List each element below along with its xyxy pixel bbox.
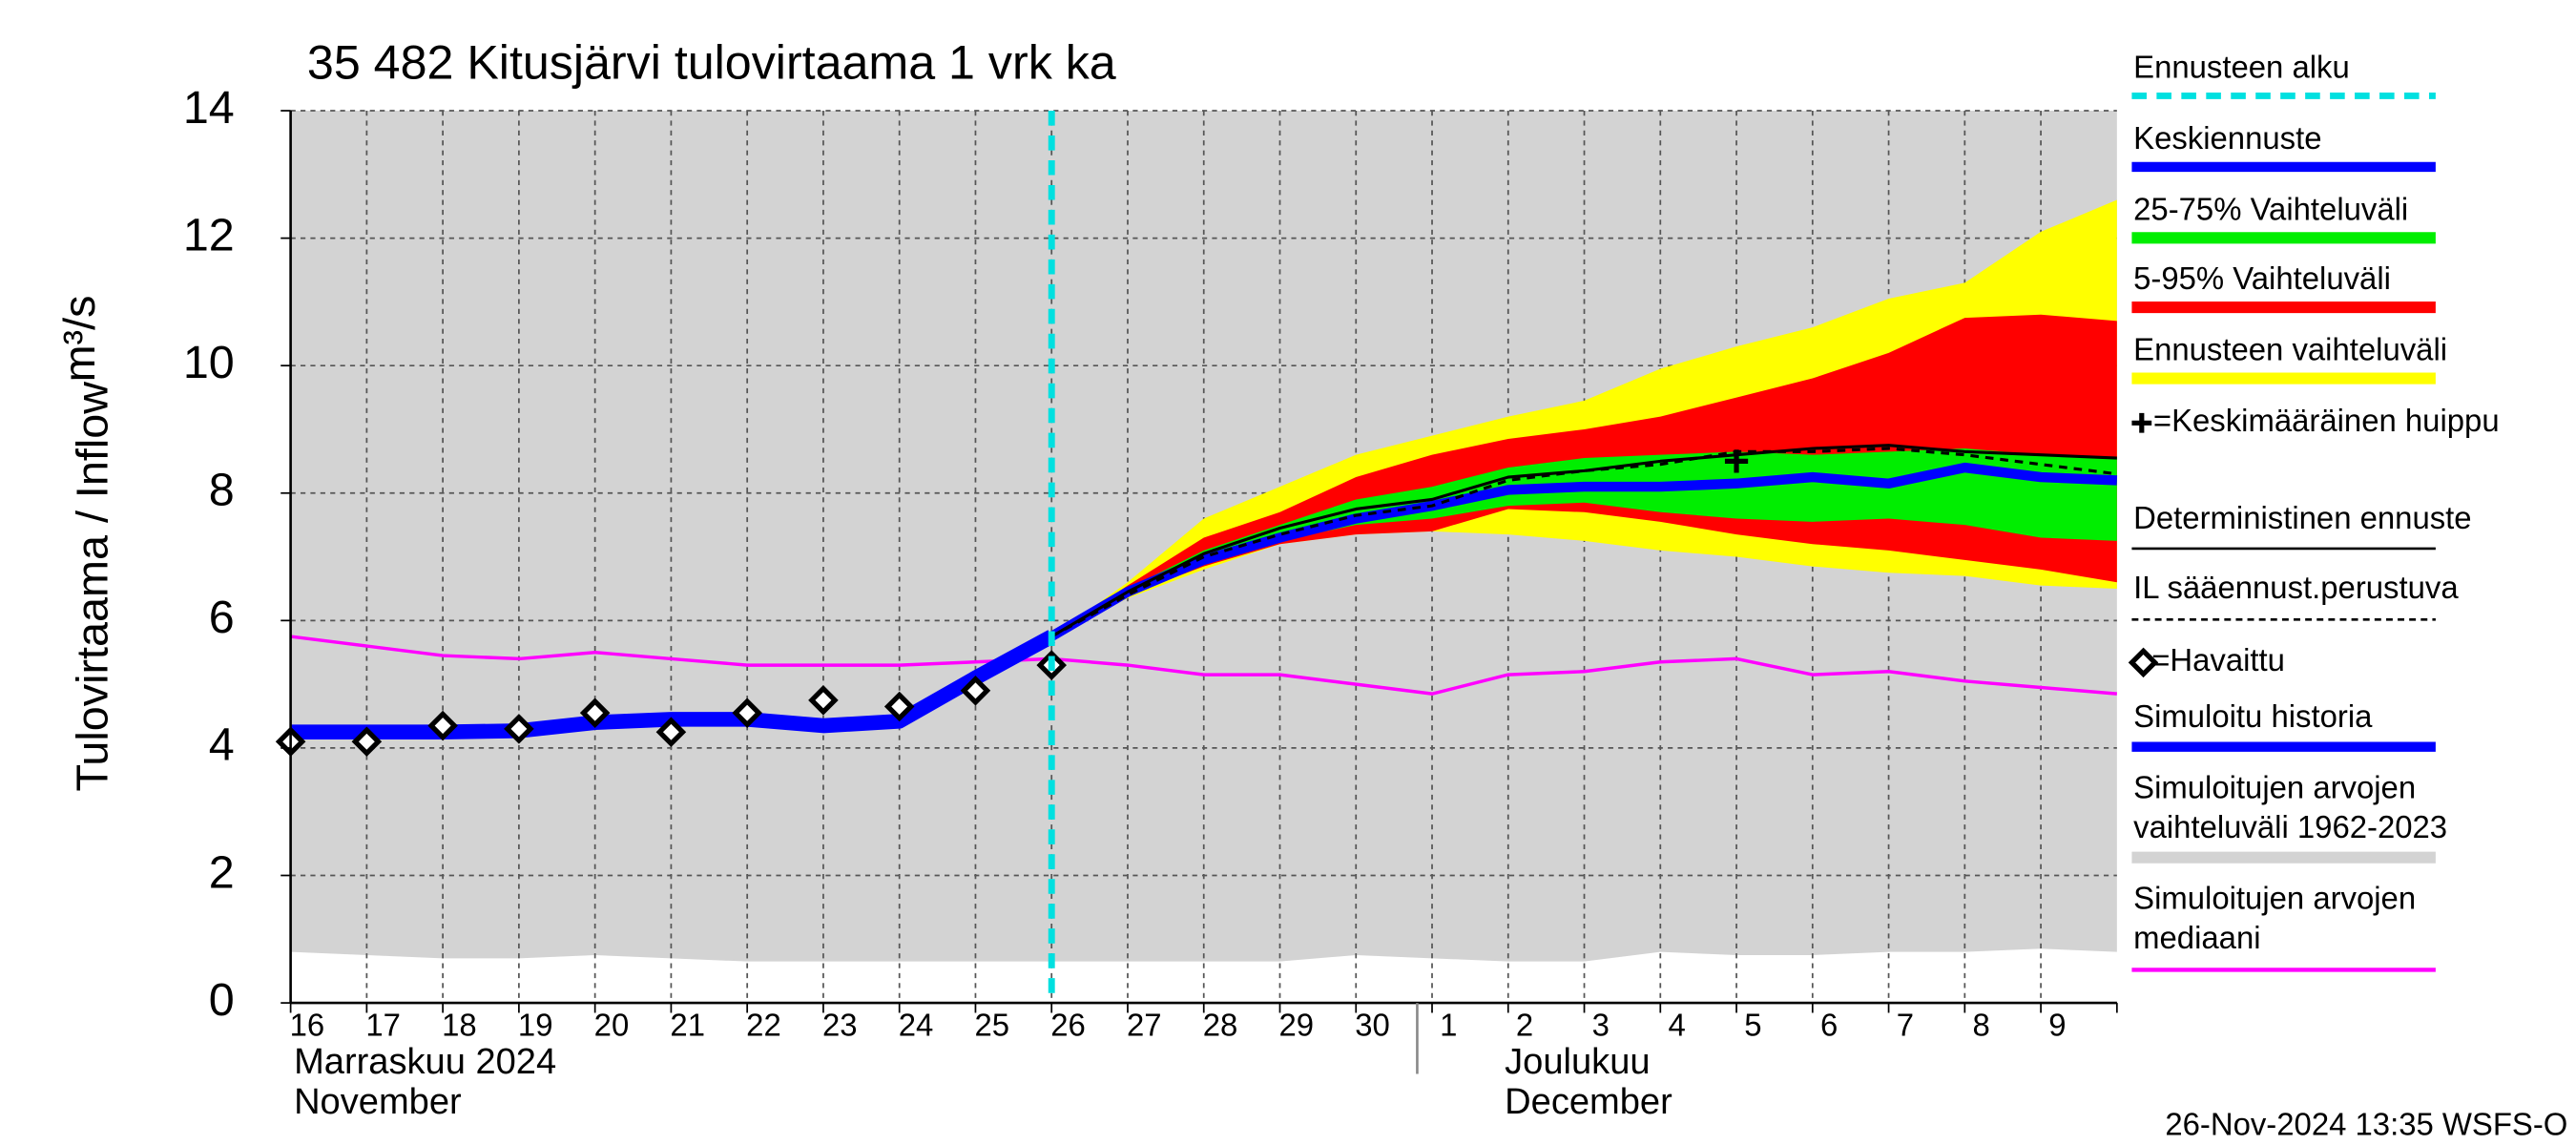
x-tick-label: 26 [1050, 1008, 1086, 1043]
x-tick-label: 29 [1279, 1008, 1315, 1043]
x-tick-label: 18 [442, 1008, 477, 1043]
y-tick-label: 4 [209, 719, 235, 771]
legend-label: Simuloitujen arvojen [2133, 880, 2416, 915]
legend-label: 25-75% Vaihteluväli [2133, 191, 2408, 226]
legend-label: =Havaittu [2151, 642, 2285, 677]
x-tick-label: 23 [822, 1008, 858, 1043]
chart-title: 35 482 Kitusjärvi tulovirtaama 1 vrk ka [307, 36, 1116, 90]
x-tick-label: 27 [1127, 1008, 1162, 1043]
y-tick-label: 2 [209, 846, 235, 898]
series-line [1049, 462, 2118, 641]
legend-icon [2128, 647, 2159, 678]
x-tick-label: 2 [1516, 1008, 1533, 1043]
month-label-en: December [1505, 1082, 1672, 1122]
y-axis-unit: m³/s [54, 296, 104, 383]
month-label: Marraskuu 2024 [294, 1042, 556, 1082]
legend-icon [2131, 412, 2152, 433]
month-label: Joulukuu [1505, 1042, 1650, 1082]
observed-marker [427, 710, 458, 741]
footer: 26-Nov-2024 13:35 WSFS-O [2165, 1107, 2567, 1142]
x-tick-label: 28 [1203, 1008, 1238, 1043]
y-tick-label: 6 [209, 592, 235, 643]
x-tick-label: 8 [1972, 1008, 1989, 1043]
observed-marker [883, 691, 915, 722]
x-tick-label: 19 [518, 1008, 553, 1043]
range-band [1051, 448, 2117, 637]
observed-marker [504, 714, 534, 744]
x-tick-label: 16 [290, 1008, 325, 1043]
y-tick-label: 10 [183, 337, 235, 388]
x-tick-label: 22 [746, 1008, 781, 1043]
series-line [290, 635, 2117, 696]
legend-label: Ennusteen alku [2133, 49, 2350, 84]
x-tick-label: 17 [365, 1008, 401, 1043]
legend-label: vaihteluväli 1962-2023 [2133, 809, 2447, 844]
x-tick-label: 30 [1355, 1008, 1390, 1043]
y-axis-label: Tulovirtaama / Inflow [68, 382, 117, 792]
legend-label: IL sääennust.perustuva [2133, 570, 2459, 605]
observed-marker [960, 676, 991, 706]
y-tick-label: 0 [209, 974, 235, 1026]
legend-label: Simuloitu historia [2133, 698, 2373, 734]
observed-marker [655, 717, 687, 748]
y-tick-label: 8 [209, 465, 235, 516]
x-tick-label: 9 [2048, 1008, 2066, 1043]
observed-marker [808, 685, 839, 716]
legend-label: Simuloitujen arvojen [2133, 769, 2416, 804]
series-line [1050, 444, 2117, 638]
x-tick-label: 1 [1440, 1008, 1457, 1043]
x-tick-label: 3 [1592, 1008, 1610, 1043]
peak-marker [1724, 449, 1749, 473]
legend-label: Keskiennuste [2133, 120, 2321, 156]
x-tick-label: 20 [594, 1008, 630, 1043]
x-tick-label: 21 [670, 1008, 705, 1043]
month-label-en: November [294, 1082, 462, 1122]
x-tick-label: 4 [1668, 1008, 1685, 1043]
observed-marker [579, 697, 611, 728]
x-tick-label: 6 [1820, 1008, 1838, 1043]
series-line [1050, 447, 2118, 638]
legend-label: Deterministinen ennuste [2133, 500, 2471, 535]
legend-label: mediaani [2133, 920, 2260, 955]
y-tick-label: 12 [183, 209, 235, 260]
x-tick-label: 7 [1897, 1008, 1914, 1043]
x-tick-label: 24 [899, 1008, 934, 1043]
legend-label: Ennusteen vaihteluväli [2133, 332, 2447, 367]
observed-marker [732, 697, 762, 728]
legend-label: =Keskimääräinen huippu [2153, 403, 2500, 438]
x-tick-label: 5 [1744, 1008, 1761, 1043]
observed-marker [351, 726, 383, 758]
legend-label: 5-95% Vaihteluväli [2133, 260, 2391, 296]
y-tick-label: 14 [183, 82, 235, 134]
x-tick-label: 25 [974, 1008, 1009, 1043]
